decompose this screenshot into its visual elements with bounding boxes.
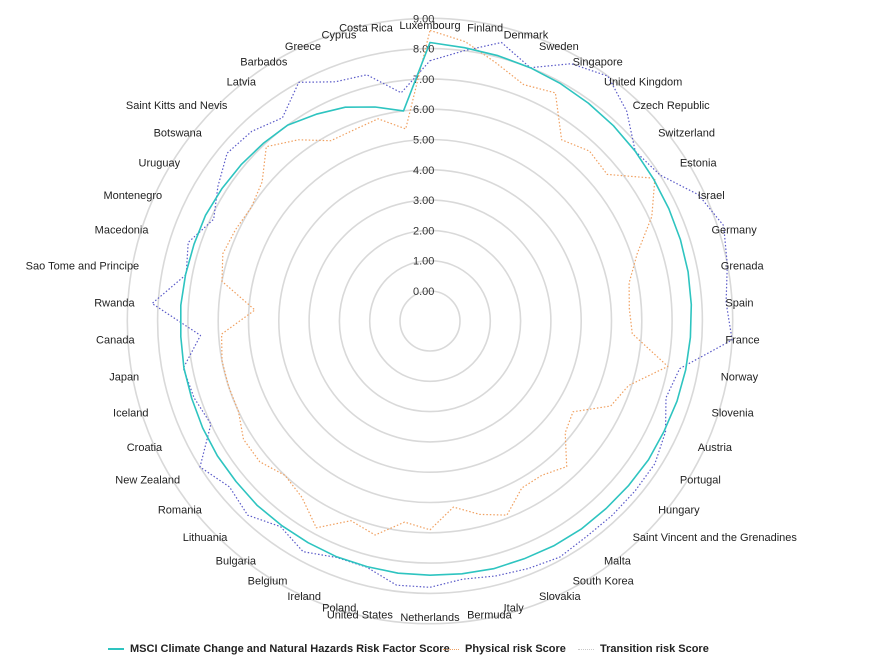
tick-label: 9.00 <box>413 13 434 25</box>
tick-label: 2.00 <box>413 225 434 237</box>
category-label: United States <box>327 610 394 622</box>
tick-label: 4.00 <box>413 165 434 177</box>
chart-legend: MSCI Climate Change and Natural Hazards … <box>0 641 870 661</box>
category-label: Saint Kitts and Nevis <box>126 100 228 112</box>
category-label: United Kingdom <box>604 77 682 89</box>
category-label: Latvia <box>227 77 257 89</box>
category-label: Barbados <box>240 57 288 69</box>
category-label: Grenada <box>721 261 765 273</box>
category-label: South Korea <box>573 575 635 587</box>
category-label: Saint Vincent and the Grenadines <box>633 532 798 544</box>
grid-ring <box>126 17 734 625</box>
category-label: Netherlands <box>400 612 460 624</box>
category-label: Croatia <box>127 442 163 454</box>
category-label: Malta <box>604 556 632 568</box>
category-label: Cyprus <box>322 29 357 41</box>
grid-ring <box>217 108 643 534</box>
legend-swatch-msci <box>108 648 124 650</box>
grid-ring <box>308 199 552 443</box>
category-label: Switzerland <box>658 127 715 139</box>
category-label: Macedonia <box>95 225 150 237</box>
category-label: Estonia <box>680 157 718 169</box>
grid-rings <box>126 17 734 625</box>
category-label: France <box>725 335 759 347</box>
category-label: Germany <box>712 225 758 237</box>
category-label: Denmark <box>504 29 549 41</box>
category-label: Bulgaria <box>216 556 257 568</box>
tick-label: 0.00 <box>413 286 434 298</box>
category-label: Costa Rica <box>339 22 394 34</box>
legend-item-physical-risk: Physical risk Score <box>443 643 566 655</box>
tick-label: 1.00 <box>413 256 434 268</box>
tick-label: 8.00 <box>413 44 434 56</box>
legend-item-transition-risk: Transition risk Score <box>578 643 709 655</box>
series-line-2 <box>151 41 733 588</box>
tick-label: 7.00 <box>413 74 434 86</box>
legend-label-physical: Physical risk Score <box>465 643 566 655</box>
tick-label: 6.00 <box>413 104 434 116</box>
category-label: Belgium <box>248 575 288 587</box>
category-label: Uruguay <box>139 157 181 169</box>
grid-ring <box>277 169 582 473</box>
category-label: Israel <box>698 190 725 202</box>
category-label: Rwanda <box>94 297 135 309</box>
category-label: Ireland <box>287 591 321 603</box>
grid-ring <box>247 138 613 504</box>
category-label: Slovakia <box>539 591 581 603</box>
grid-ring <box>187 78 673 564</box>
category-label: Portugal <box>680 475 721 487</box>
category-label: Iceland <box>113 408 148 420</box>
category-label: Czech Republic <box>633 100 711 112</box>
category-label: Japan <box>109 372 139 384</box>
legend-label-msci: MSCI Climate Change and Natural Hazards … <box>130 643 450 655</box>
category-label: Singapore <box>573 57 623 69</box>
series-line-0 <box>180 41 693 577</box>
category-label: Finland <box>467 22 503 34</box>
tick-label: 5.00 <box>413 135 434 147</box>
category-label: Luxembourg <box>399 20 460 32</box>
series-line-1 <box>221 29 669 536</box>
grid-ring <box>338 229 522 413</box>
tick-label: 3.00 <box>413 195 434 207</box>
category-label: Austria <box>698 442 733 454</box>
category-label: Bermuda <box>467 610 513 622</box>
grid-ring <box>399 290 461 352</box>
category-label: Sao Tome and Principe <box>26 261 140 273</box>
category-label: Montenegro <box>103 190 162 202</box>
category-label: Slovenia <box>712 408 755 420</box>
category-label: New Zealand <box>115 475 180 487</box>
category-label: Hungary <box>658 505 700 517</box>
category-label: Greece <box>285 41 321 53</box>
radar-chart: 0.00 1.00 2.00 3.00 4.00 5.00 6.00 7.00 8.00 9.00… <box>26 13 798 625</box>
legend-swatch-physical <box>443 648 459 650</box>
category-label: Sweden <box>539 41 579 53</box>
category-label: Canada <box>96 335 135 347</box>
category-label: Italy <box>504 603 525 615</box>
category-label: Lithuania <box>183 532 229 544</box>
category-label: Botswana <box>154 127 203 139</box>
category-label: Spain <box>725 297 753 309</box>
category-label: Poland <box>322 603 356 615</box>
grid-ring <box>368 259 492 383</box>
legend-label-transition: Transition risk Score <box>600 643 709 655</box>
legend-swatch-transition <box>578 648 594 650</box>
grid-ring <box>156 47 704 595</box>
category-label: Norway <box>721 372 759 384</box>
category-label: Romania <box>158 505 203 517</box>
legend-item-msci-score: MSCI Climate Change and Natural Hazards … <box>108 643 450 655</box>
